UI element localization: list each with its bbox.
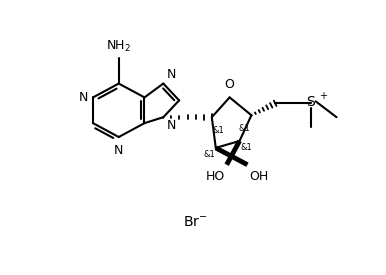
Text: OH: OH	[249, 170, 269, 183]
Text: N: N	[166, 68, 176, 81]
Text: N: N	[166, 119, 176, 132]
Text: &1: &1	[239, 124, 251, 133]
Text: &1: &1	[240, 143, 252, 152]
Text: HO: HO	[205, 170, 225, 183]
Text: &1: &1	[203, 150, 215, 159]
Text: N: N	[79, 91, 88, 104]
Text: N: N	[114, 144, 124, 157]
Text: +: +	[319, 91, 327, 101]
Text: S: S	[306, 95, 315, 109]
Text: NH$_2$: NH$_2$	[106, 39, 131, 54]
Text: &1: &1	[213, 126, 225, 135]
Text: Br$^{-}$: Br$^{-}$	[183, 215, 207, 229]
Text: O: O	[225, 78, 235, 92]
